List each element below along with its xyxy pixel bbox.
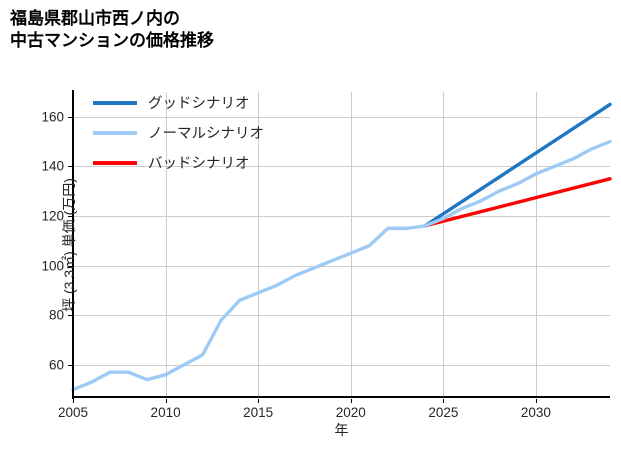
series-line-バッドシナリオ [423,177,612,228]
legend-item-good[interactable]: グッドシナリオ [93,92,264,113]
data-lines [71,102,612,392]
y-tick-label: 60 [48,357,64,373]
x-tick-mark [73,399,74,403]
legend-label-bad: バッドシナリオ [148,156,250,172]
x-tick-label: 2020 [335,405,366,420]
legend-item-normal[interactable]: ノーマルシナリオ [93,122,264,143]
x-tick-label: 2005 [57,405,89,420]
y-tick-label: 100 [41,258,64,274]
legend-swatch-bad [93,160,137,165]
y-tick-mark [68,166,72,168]
gridline-x-2015 [258,92,260,397]
y-tick-mark [68,364,72,366]
chart-legend: グッドシナリオ ノーマルシナリオ バッドシナリオ [93,90,264,175]
x-tick-label: 2015 [243,405,274,420]
gridline-y-160 [73,116,610,118]
x-axis-label: 年 [334,422,349,438]
x-tick-mark [350,399,352,403]
gridline-x-2020 [350,92,352,397]
y-tick-label: 120 [41,208,64,224]
gridline-y-120 [73,215,610,217]
y-axis-spine [72,90,74,399]
legend-swatch-good [93,100,137,105]
series-line-グッドシナリオ [423,102,612,228]
gridline-y-140 [73,166,610,168]
x-tick-label: 2025 [428,405,459,420]
gridline-x-2030 [535,92,537,397]
legend-item-bad[interactable]: バッドシナリオ [93,152,264,173]
x-tick-mark [258,399,260,403]
y-axis-label: 坪 (3.3㎡) 単価 (万円) [60,177,77,312]
x-tick-mark [165,399,167,403]
y-axis-label-holder: 坪 (3.3㎡) 単価 (万円) [6,92,77,397]
series-line-ノーマルシナリオ [71,139,612,392]
legend-label-good: グッドシナリオ [148,96,250,112]
y-tick-mark [68,265,72,267]
y-tick-label: 80 [48,307,64,323]
y-tick-mark [68,116,72,118]
x-tick-label: 2030 [520,405,551,420]
x-tick-mark [443,399,445,403]
gridline-y-100 [73,265,610,267]
y-tick-label: 160 [41,109,64,125]
y-tick-mark [68,315,72,317]
legend-label-normal: ノーマルシナリオ [148,126,264,142]
legend-swatch-normal [93,130,137,135]
gridline-x-2025 [443,92,445,397]
y-tick-mark [68,215,72,217]
gridline-y-60 [73,364,610,366]
x-axis-spine [72,396,610,398]
gridline-x-2010 [165,92,167,397]
gridline-y-80 [73,315,610,317]
x-tick-label: 2010 [150,405,181,420]
x-tick-mark [535,399,537,403]
chart-title: 福島県郡山市西ノ内の 中古マンションの価格推移 [10,9,214,51]
y-tick-label: 140 [41,158,64,174]
